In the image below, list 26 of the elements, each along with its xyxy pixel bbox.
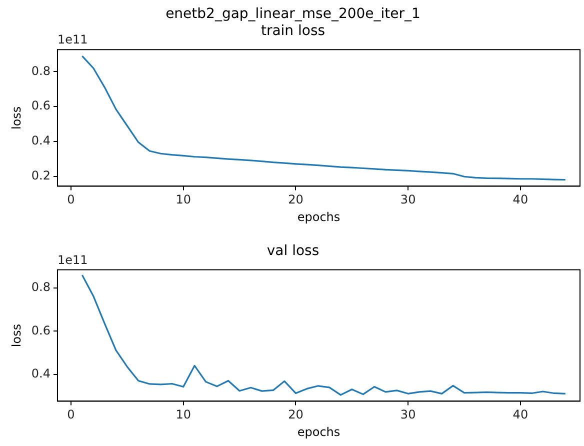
x-tick-label: 10 xyxy=(176,408,191,422)
y-tick-label: 0.8 xyxy=(31,280,50,294)
x-tick-label: 10 xyxy=(176,192,191,207)
x-tick-label: 0 xyxy=(67,192,75,207)
y-axis-title: loss xyxy=(9,106,24,130)
x-axis-title: epochs xyxy=(297,424,340,439)
y-tick-label: 0.8 xyxy=(31,64,50,78)
y-tick-label: 0.6 xyxy=(31,98,50,113)
text: 1e11 xyxy=(57,32,88,47)
x-tick-label: 0 xyxy=(67,408,75,422)
y-tick-label: 0.2 xyxy=(31,168,50,182)
x-tick-label: 40 xyxy=(512,408,528,422)
x-tick-label: 20 xyxy=(288,192,304,207)
chart-title: val loss xyxy=(266,243,320,260)
y-tick-label: 0.4 xyxy=(31,366,50,380)
y-tick-label: 0.4 xyxy=(31,134,50,148)
chart-title: enetb2_gap_linear_mse_200e_iter_1 xyxy=(166,6,420,22)
x-tick-label: 30 xyxy=(400,192,416,207)
x-tick-label: 40 xyxy=(512,192,528,207)
y-axis-title: loss xyxy=(9,324,24,348)
x-axis-title: epochs xyxy=(297,210,340,224)
y-tick-label: 0.6 xyxy=(31,323,50,338)
x-tick-label: 30 xyxy=(400,408,416,422)
chart-subtitle: train loss xyxy=(260,22,326,39)
x-tick-label: 20 xyxy=(288,408,304,422)
text: 1e11 xyxy=(57,252,88,267)
